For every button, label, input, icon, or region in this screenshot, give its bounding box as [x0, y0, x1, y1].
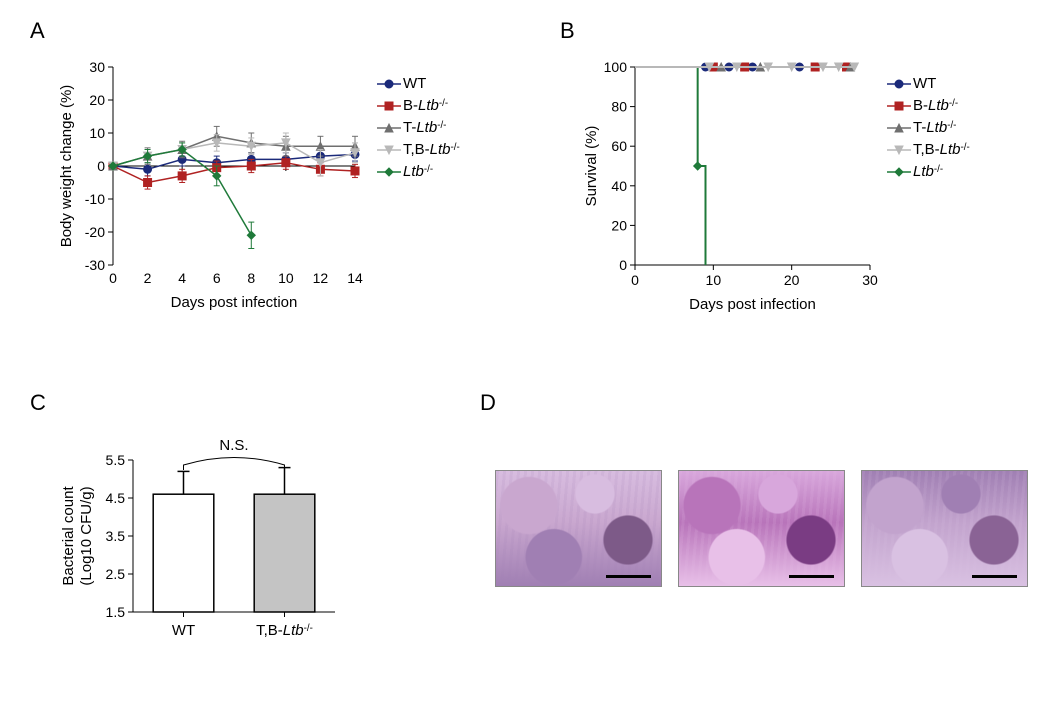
svg-text:Body weight change (%): Body weight change (%)	[58, 85, 75, 248]
scale-bar	[606, 575, 651, 578]
panel-label-d: D	[480, 390, 496, 416]
legend-item-t: T-Ltb-/-	[885, 119, 970, 136]
svg-text:2.5: 2.5	[106, 566, 126, 582]
svg-text:1.5: 1.5	[106, 604, 126, 620]
svg-text:8: 8	[247, 270, 255, 286]
svg-text:20: 20	[611, 217, 627, 233]
panel-label-c: C	[30, 390, 46, 416]
scale-bar	[789, 575, 834, 578]
legend-item-ltb: Ltb-/-	[885, 163, 970, 180]
scale-bar	[972, 575, 1017, 578]
legend-label: T,B-Ltb-/-	[913, 141, 970, 158]
svg-text:100: 100	[604, 59, 628, 75]
legend-label: B-Ltb-/-	[913, 97, 958, 114]
svg-text:0: 0	[109, 270, 117, 286]
svg-text:0: 0	[97, 158, 105, 174]
legend-item-wt: WT	[375, 75, 460, 92]
svg-text:60: 60	[611, 138, 627, 154]
bodyweight-chart: -30 -20 -10 0 10 20 30 0 2 4 6 8 10 12 14 Days post inf…	[55, 55, 365, 315]
svg-text:Days post infection: Days post infection	[689, 296, 816, 313]
legend-item-b: B-Ltb-/-	[885, 97, 970, 114]
svg-text:0: 0	[619, 257, 627, 273]
survival-chart: 0 20 40 60 80 100 0 10 20 30 Days post infection Su…	[580, 55, 880, 315]
legend-label: T,B-Ltb-/-	[403, 141, 460, 158]
svg-text:10: 10	[278, 270, 294, 286]
svg-text:4: 4	[178, 270, 186, 286]
legend-label: T-Ltb-/-	[403, 119, 446, 136]
legend-label: T-Ltb-/-	[913, 119, 956, 136]
histology-image: WT	[495, 470, 662, 587]
svg-text:30: 30	[862, 272, 878, 288]
legend-label: Ltb-/-	[913, 163, 943, 180]
svg-text:12: 12	[313, 270, 329, 286]
legend-item-tb: T,B-Ltb-/-	[375, 141, 460, 158]
legend-item-tb: T,B-Ltb-/-	[885, 141, 970, 158]
legend-label: Ltb-/-	[403, 163, 433, 180]
svg-text:N.S.: N.S.	[219, 437, 248, 454]
svg-text:-30: -30	[85, 257, 105, 273]
legend-label: WT	[403, 75, 426, 92]
legend-panel-b: WT B-Ltb-/- T-Ltb-/- T,B-Ltb-/- Ltb-/-	[885, 75, 970, 185]
bar-label: T,B-Ltb-/-	[230, 622, 340, 639]
panel-label-b: B	[560, 18, 575, 44]
svg-text:10: 10	[89, 125, 105, 141]
svg-text:(Log10 CFU/g): (Log10 CFU/g)	[78, 486, 95, 585]
histology-image: T,B-Ltb-/-	[678, 470, 845, 587]
svg-text:5.5: 5.5	[106, 452, 126, 468]
legend-item-ltb: Ltb-/-	[375, 163, 460, 180]
svg-text:3.5: 3.5	[106, 528, 126, 544]
panel-label-a: A	[30, 18, 45, 44]
svg-text:14: 14	[347, 270, 363, 286]
legend-label: B-Ltb-/-	[403, 97, 448, 114]
svg-text:4.5: 4.5	[106, 490, 126, 506]
svg-text:2: 2	[144, 270, 152, 286]
svg-text:0: 0	[631, 272, 639, 288]
legend-item-t: T-Ltb-/-	[375, 119, 460, 136]
legend-panel-a: WT B-Ltb-/- T-Ltb-/- T,B-Ltb-/- Ltb-/-	[375, 75, 460, 185]
bar-label: WT	[129, 622, 239, 639]
svg-text:-10: -10	[85, 191, 105, 207]
svg-text:Days post infection: Days post infection	[171, 294, 298, 311]
svg-text:80: 80	[611, 99, 627, 115]
svg-text:10: 10	[706, 272, 722, 288]
svg-text:Survival (%): Survival (%)	[583, 126, 600, 207]
svg-text:20: 20	[784, 272, 800, 288]
legend-label: WT	[913, 75, 936, 92]
svg-text:-20: -20	[85, 224, 105, 240]
legend-item-b: B-Ltb-/-	[375, 97, 460, 114]
svg-text:40: 40	[611, 178, 627, 194]
legend-item-wt: WT	[885, 75, 970, 92]
svg-text:30: 30	[89, 59, 105, 75]
svg-text:20: 20	[89, 92, 105, 108]
svg-text:Bacterial count: Bacterial count	[60, 486, 77, 586]
svg-text:6: 6	[213, 270, 221, 286]
histology-image: Ltb-/-	[861, 470, 1028, 587]
